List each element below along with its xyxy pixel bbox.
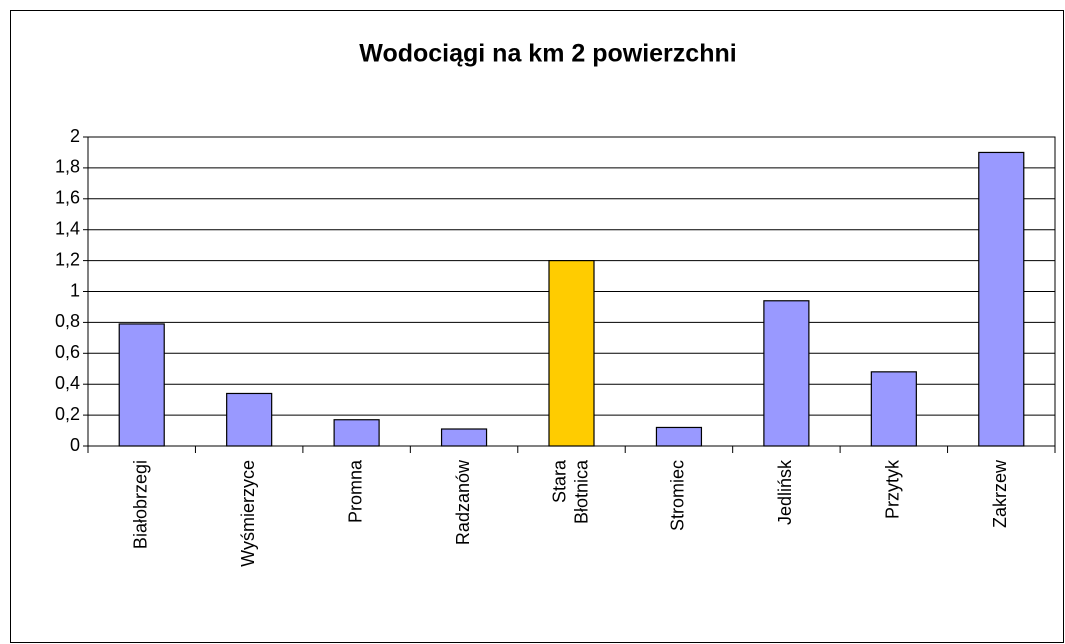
x-tick-label: Stara Błotnica [549,459,591,524]
y-tick-label: 0,6 [55,342,80,362]
bar [440,428,488,447]
y-tick-label: 0,2 [55,404,80,424]
y-tick-label: 2 [70,126,80,146]
bar [333,419,380,447]
chart-title: Wodociągi na km 2 powierzchni [359,40,736,68]
bar [978,151,1025,447]
bar [118,323,165,447]
y-tick-label: 0,4 [55,373,80,393]
y-tick-label: 0,8 [55,311,80,331]
y-tick-label: 0 [70,435,80,455]
x-tick-label: Wyśmierzyce [238,460,258,567]
bar [655,426,703,447]
x-tick-label: Białobrzegi [130,460,150,549]
x-tick-label: Radzanów [453,459,473,545]
x-tick-label: Promna [345,459,365,523]
x-tick-label: Jedlińsk [775,459,795,525]
bar [548,260,595,447]
bar [763,300,810,447]
x-tick-label: Zakrzew [990,459,1010,528]
y-tick-label: 1,2 [55,249,80,269]
y-tick-label: 1,6 [55,188,80,208]
bar [226,392,273,447]
bar [870,371,917,447]
y-tick-label: 1 [70,280,80,300]
y-tick-label: 1,8 [55,157,80,177]
y-tick-label: 1,4 [55,218,80,238]
x-tick-label: Stromiec [668,460,688,531]
x-tick-label: Przytyk [883,459,903,519]
